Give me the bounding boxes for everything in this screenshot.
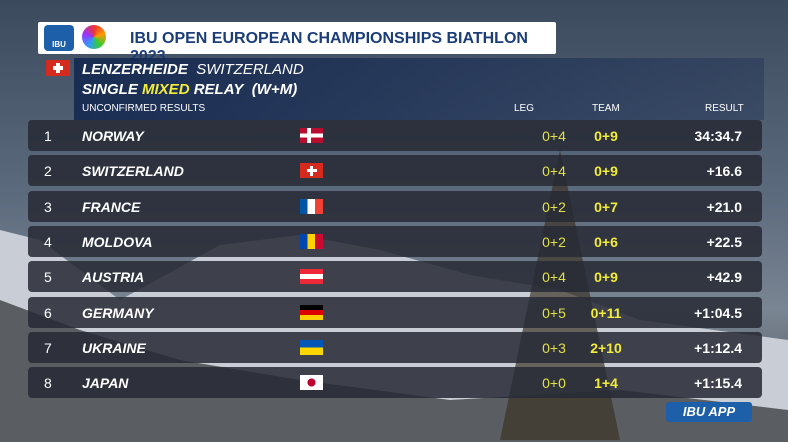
leg-penalties: 0+4 (542, 163, 566, 180)
flag (300, 304, 323, 320)
rank: 7 (44, 339, 52, 356)
result-time: +1:04.5 (694, 304, 742, 321)
result-row: 8 JAPAN 0+0 1+4 +1:15.4 (28, 367, 762, 399)
race-name: SINGLE MIXED RELAY (W+M) (82, 81, 298, 98)
leg-penalties: 0+2 (542, 233, 566, 250)
nation: GERMANY (82, 304, 154, 321)
location: LENZERHEIDE SWITZERLAND (82, 61, 304, 78)
rank: 1 (44, 128, 52, 144)
nation: NORWAY (82, 128, 144, 144)
result-row: 6 GERMANY 0+5 0+11 +1:04.5 (28, 296, 762, 328)
team-penalties: 0+9 (594, 163, 618, 180)
team-penalties: 0+9 (594, 128, 618, 144)
rank: 5 (44, 269, 52, 286)
team-penalties: 0+9 (594, 269, 618, 286)
team-penalties: 0+6 (594, 233, 618, 250)
flag (46, 60, 70, 76)
result-row: 7 UKRAINE 0+3 2+10 +1:12.4 (28, 331, 762, 363)
leg-penalties: 0+5 (542, 304, 566, 321)
leg-penalties: 0+4 (542, 269, 566, 286)
logo: IBU (44, 25, 74, 51)
result-time: +1:12.4 (694, 339, 742, 356)
nation: FRANCE (82, 198, 141, 215)
result-time: +42.9 (706, 269, 742, 286)
column-header: LEG (514, 103, 535, 114)
flag (300, 128, 323, 143)
nation: UKRAINE (82, 339, 146, 356)
result-time: +1:15.4 (694, 375, 742, 392)
team-penalties: 0+7 (594, 198, 618, 215)
result-row: 3 FRANCE 0+2 0+7 +21.0 (28, 190, 762, 222)
leg-penalties: 0+0 (542, 375, 566, 392)
flag (300, 198, 323, 214)
race-header (74, 58, 764, 120)
result-time: 34:34.7 (694, 128, 742, 144)
leg-penalties: 0+2 (542, 198, 566, 215)
column-header: TEAM (592, 103, 620, 114)
rank: 8 (44, 375, 52, 392)
team-penalties: 2+10 (590, 339, 622, 356)
result-time: +22.5 (706, 233, 742, 250)
nation: AUSTRIA (82, 269, 145, 286)
result-row: 1 NORWAY 0+4 0+9 34:34.7 (28, 120, 762, 151)
result-time: +21.0 (706, 198, 742, 215)
nation: MOLDOVA (82, 233, 153, 250)
team-penalties: 0+11 (590, 304, 622, 321)
rank: 4 (44, 233, 52, 250)
rank: 2 (44, 163, 52, 180)
app-badge: IBU APP (666, 402, 752, 422)
rank: 6 (44, 304, 52, 321)
nation: JAPAN (82, 375, 129, 392)
result-time: +16.6 (706, 163, 742, 180)
column-header: RESULT (705, 103, 744, 114)
team-penalties: 1+4 (594, 375, 618, 392)
title-bar: IBU IBU OPEN EUROPEAN CHAMPIONSHIPS BIAT… (38, 22, 556, 65)
nation: SWITZERLAND (82, 163, 184, 180)
leg-penalties: 0+4 (542, 128, 566, 144)
rank: 3 (44, 198, 52, 215)
flag (300, 233, 323, 249)
result-row: 4 MOLDOVA 0+2 0+6 +22.5 (28, 225, 762, 257)
leg-penalties: 0+3 (542, 339, 566, 356)
event-logo (82, 25, 106, 49)
result-row: 5 AUSTRIA 0+4 0+9 +42.9 (28, 261, 762, 293)
status: UNCONFIRMED RESULTS (82, 103, 206, 114)
flag (300, 163, 323, 179)
result-row: 2 SWITZERLAND 0+4 0+9 +16.6 (28, 155, 762, 187)
flag (300, 375, 323, 391)
flag (300, 339, 323, 355)
flag (300, 269, 323, 285)
